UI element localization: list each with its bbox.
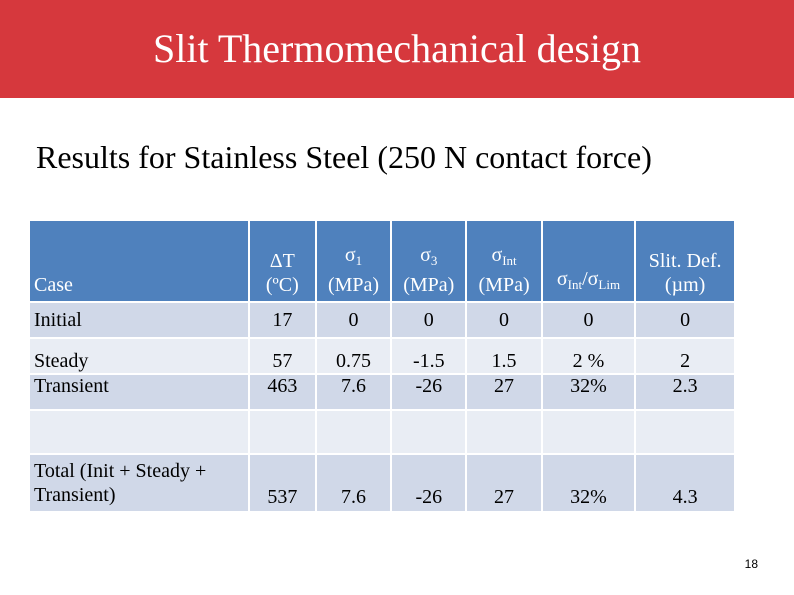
table-row: Initial 17 0 0 0 0 0 <box>30 303 734 337</box>
header-ratio-subscript-b: Lim <box>598 277 621 292</box>
header-sigma-int-symbol: σ <box>491 244 503 266</box>
cell-delta-t: 17 <box>249 303 315 337</box>
page-number: 18 <box>744 557 758 571</box>
cell-delta-t: 537 <box>249 455 315 511</box>
cell-stress-ratio: 2 % <box>542 339 635 373</box>
cell-delta-t: 57 <box>249 339 315 373</box>
header-sigma-int-subscript: Int <box>502 253 517 268</box>
header-stress-ratio: σInt/σLim <box>542 221 635 301</box>
cell-sigma1: 7.6 <box>316 375 391 409</box>
table-header-row: Case ΔT (ºC) σ1 (MPa) σ3 (MPa) σInt (MPa… <box>30 221 734 301</box>
cell-sigma1: 0 <box>316 303 391 337</box>
header-sigma1-subscript: 1 <box>355 253 363 268</box>
cell-sigma-int: 27 <box>467 375 541 409</box>
results-table: Case ΔT (ºC) σ1 (MPa) σ3 (MPa) σInt (MPa… <box>28 219 736 513</box>
cell-sigma1: 0.75 <box>316 339 391 373</box>
table-row: Total (Init + Steady + Transient) 537 7.… <box>30 455 734 511</box>
row-case-label: Steady <box>30 339 248 373</box>
cell-stress-ratio: 32% <box>542 455 635 511</box>
header-sigma1-unit: (MPa) <box>327 274 380 296</box>
cell-delta-t <box>249 411 315 453</box>
header-sigma3-subscript: 3 <box>430 253 438 268</box>
cell-sigma3: -26 <box>392 455 466 511</box>
cell-sigma3: -26 <box>392 375 466 409</box>
header-sigma1: σ1 (MPa) <box>316 221 391 301</box>
header-sigma1-symbol: σ <box>344 244 356 266</box>
cell-delta-t: 463 <box>249 375 315 409</box>
header-slit-deformation: Slit. Def. (µm) <box>636 221 734 301</box>
cell-sigma3: 0 <box>392 303 466 337</box>
cell-stress-ratio <box>542 411 635 453</box>
row-case-label: Transient <box>30 375 248 409</box>
cell-deformation: 0 <box>636 303 734 337</box>
header-ratio-slash: /σ <box>582 268 599 290</box>
header-deformation-unit: (µm) <box>664 274 706 296</box>
header-sigma3-symbol: σ <box>420 244 431 266</box>
header-ratio-symbol-a: σ <box>556 268 568 290</box>
title-bar <box>0 0 794 98</box>
cell-sigma-int: 0 <box>467 303 541 337</box>
cell-deformation <box>636 411 734 453</box>
header-sigma-int-unit: (MPa) <box>478 274 530 296</box>
cell-deformation: 2.3 <box>636 375 734 409</box>
header-case: Case <box>30 221 248 301</box>
header-sigma3-unit: (MPa) <box>403 274 455 296</box>
cell-sigma-int: 1.5 <box>467 339 541 373</box>
cell-sigma3: -1.5 <box>392 339 466 373</box>
cell-sigma-int <box>467 411 541 453</box>
row-case-label <box>30 411 248 453</box>
table-row <box>30 411 734 453</box>
header-ratio-subscript-a: Int <box>567 277 583 292</box>
cell-sigma1 <box>316 411 391 453</box>
cell-deformation: 4.3 <box>636 455 734 511</box>
table-row: Steady 57 0.75 -1.5 1.5 2 % 2 <box>30 339 734 373</box>
row-case-label: Initial <box>30 303 248 337</box>
cell-stress-ratio: 0 <box>542 303 635 337</box>
cell-sigma3 <box>392 411 466 453</box>
cell-stress-ratio: 32% <box>542 375 635 409</box>
header-delta-t-unit: (ºC) <box>265 274 299 296</box>
cell-sigma-int: 27 <box>467 455 541 511</box>
header-sigma-int: σInt (MPa) <box>467 221 541 301</box>
header-sigma3: σ3 (MPa) <box>392 221 466 301</box>
cell-sigma1: 7.6 <box>316 455 391 511</box>
slide-subtitle: Results for Stainless Steel (250 N conta… <box>36 139 652 175</box>
header-delta-t: ΔT (ºC) <box>249 221 315 301</box>
header-deformation-label: Slit. Def. <box>648 250 722 272</box>
header-delta-t-symbol: ΔT <box>269 250 295 272</box>
row-case-label: Total (Init + Steady + Transient) <box>30 455 248 511</box>
slide-title: Slit Thermomechanical design <box>152 26 642 71</box>
table-row: Transient 463 7.6 -26 27 32% 2.3 <box>30 375 734 409</box>
cell-deformation: 2 <box>636 339 734 373</box>
